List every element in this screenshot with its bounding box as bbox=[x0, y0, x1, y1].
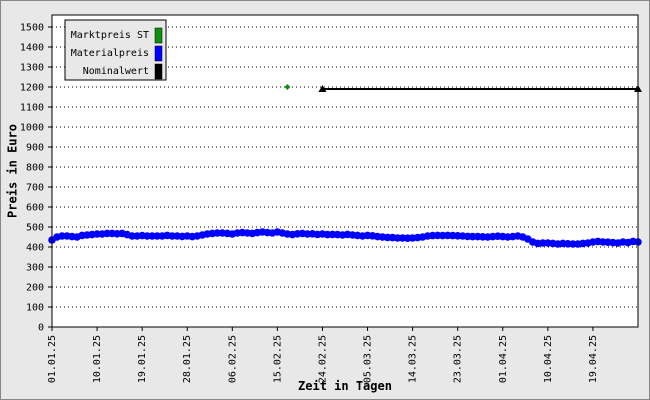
x-tick-label: 15.02.25 bbox=[272, 335, 283, 383]
y-tick-label: 1500 bbox=[20, 23, 44, 34]
y-tick-label: 0 bbox=[38, 323, 44, 334]
y-tick-label: 800 bbox=[26, 163, 44, 174]
x-tick-label: 19.01.25 bbox=[137, 335, 148, 383]
legend-label: Marktpreis ST bbox=[71, 30, 149, 41]
x-tick-label: 24.02.25 bbox=[317, 335, 328, 383]
legend: Marktpreis ST Materialpreis Nominalwert bbox=[64, 19, 167, 81]
y-tick-label: 900 bbox=[26, 143, 44, 154]
legend-label: Materialpreis bbox=[71, 48, 149, 59]
y-tick-label: 200 bbox=[26, 283, 44, 294]
y-tick-label: 100 bbox=[26, 303, 44, 314]
x-axis-title: Zeit in Tagen bbox=[298, 379, 392, 393]
y-tick-label: 1300 bbox=[20, 63, 44, 74]
y-axis-title: Preis in Euro bbox=[6, 124, 20, 218]
x-tick-label: 01.01.25 bbox=[47, 335, 58, 383]
x-tick-label: 23.03.25 bbox=[453, 335, 464, 383]
y-tick-label: 300 bbox=[26, 263, 44, 274]
x-tick-label: 28.01.25 bbox=[182, 335, 193, 383]
x-tick-label: 10.04.25 bbox=[543, 335, 554, 383]
plot-border bbox=[51, 14, 639, 328]
legend-box bbox=[64, 19, 167, 81]
x-tick-label: 01.04.25 bbox=[498, 335, 509, 383]
y-tick-label: 1200 bbox=[20, 83, 44, 94]
y-tick-label: 1400 bbox=[20, 43, 44, 54]
y-tick-label: 600 bbox=[26, 203, 44, 214]
legend-swatch bbox=[154, 27, 163, 44]
point bbox=[318, 85, 327, 92]
x-tick-label: 19.04.25 bbox=[588, 335, 599, 383]
y-tick-label: 1100 bbox=[20, 103, 44, 114]
legend-label: Nominalwert bbox=[83, 66, 149, 77]
x-tick-label: 10.01.25 bbox=[92, 335, 103, 383]
legend-swatch bbox=[154, 45, 163, 62]
legend-swatch bbox=[154, 63, 163, 80]
y-tick-label: 400 bbox=[26, 243, 44, 254]
y-tick-label: 1000 bbox=[20, 123, 44, 134]
x-tick-label: 05.03.25 bbox=[363, 335, 374, 383]
x-tick-label: 14.03.25 bbox=[408, 335, 419, 383]
y-tick-label: 700 bbox=[26, 183, 44, 194]
x-tick-label: 06.02.25 bbox=[227, 335, 238, 383]
point bbox=[284, 84, 291, 90]
y-tick-label: 500 bbox=[26, 223, 44, 234]
